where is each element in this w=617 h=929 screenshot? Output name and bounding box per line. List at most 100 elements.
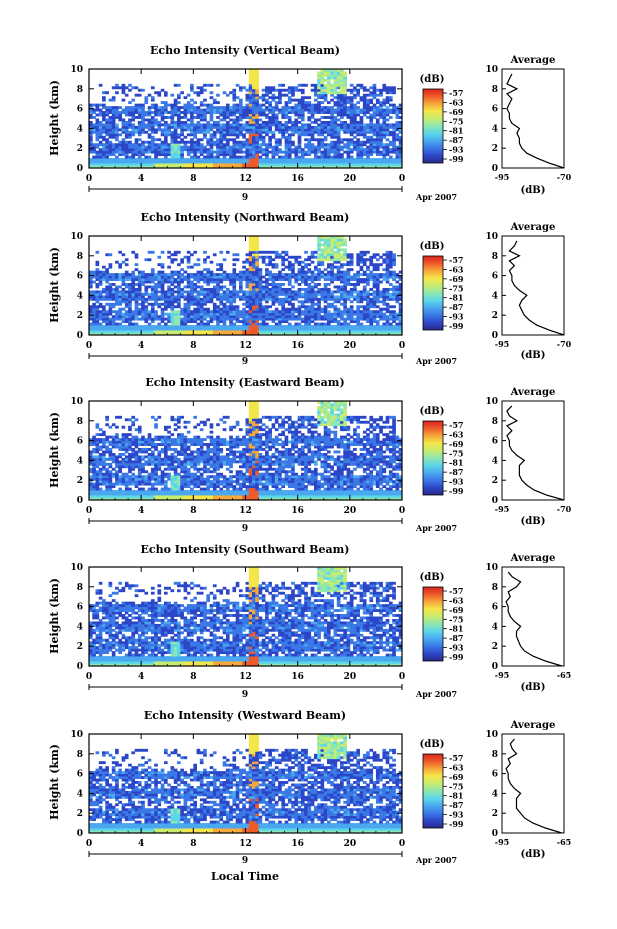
heatmap-cell bbox=[346, 312, 351, 316]
heatmap-cell bbox=[327, 265, 331, 269]
heatmap-cell bbox=[366, 155, 370, 159]
heatmap-cell bbox=[222, 330, 227, 333]
heatmap-cell bbox=[173, 250, 178, 254]
heatmap-cell bbox=[398, 108, 403, 112]
heatmap-cell bbox=[330, 297, 334, 301]
heatmap-cell bbox=[118, 290, 122, 294]
month-label: Apr 2007 bbox=[415, 192, 457, 202]
heatmap-cell bbox=[115, 325, 119, 328]
heatmap-cell bbox=[160, 285, 165, 289]
heatmap-cell bbox=[304, 101, 308, 105]
heatmap-cell bbox=[356, 320, 361, 324]
heatmap-cell bbox=[252, 263, 256, 267]
heatmap-cell bbox=[131, 143, 136, 147]
heatmap-cell bbox=[388, 108, 393, 112]
heatmap-cell bbox=[163, 327, 168, 331]
heatmap-cell bbox=[297, 278, 302, 281]
heatmap-cell bbox=[102, 278, 106, 281]
heatmap-cell bbox=[229, 315, 233, 319]
heatmap-cell bbox=[238, 320, 243, 324]
heatmap-cell bbox=[379, 263, 383, 267]
heatmap-cell bbox=[150, 315, 155, 319]
heatmap-cell bbox=[183, 320, 188, 324]
heatmap-cell bbox=[359, 118, 364, 122]
heatmap-cell bbox=[284, 290, 289, 294]
heatmap-cell bbox=[330, 290, 334, 294]
heatmap-cell bbox=[307, 275, 312, 279]
heatmap-cell bbox=[170, 253, 175, 257]
heatmap-cell bbox=[310, 300, 315, 304]
heatmap-cell bbox=[134, 290, 139, 294]
heatmap-cell bbox=[180, 138, 184, 142]
heatmap-cell bbox=[150, 163, 155, 166]
heatmap-cell bbox=[186, 250, 191, 254]
heatmap-cell bbox=[353, 125, 357, 129]
heatmap-cell bbox=[248, 305, 253, 309]
heatmap-cell bbox=[343, 263, 347, 267]
heatmap-cell bbox=[206, 155, 211, 159]
heatmap-cell bbox=[173, 290, 178, 294]
heatmap-cell bbox=[362, 305, 367, 309]
heatmap-cell bbox=[209, 133, 214, 137]
heatmap-cell bbox=[258, 108, 263, 112]
heatmap-cell bbox=[89, 295, 93, 299]
heatmap-cell bbox=[150, 302, 155, 306]
heatmap-cell bbox=[193, 302, 197, 306]
heatmap-cell bbox=[131, 317, 136, 321]
heatmap-cell bbox=[160, 287, 165, 291]
heatmap-cell bbox=[369, 101, 374, 105]
heatmap-cell bbox=[225, 125, 230, 129]
heatmap-cell bbox=[154, 138, 158, 142]
heatmap-cell bbox=[284, 93, 289, 97]
heatmap-cell bbox=[304, 163, 308, 166]
heatmap-cell bbox=[336, 260, 341, 264]
heatmap-cell bbox=[320, 145, 325, 149]
heatmap-cell bbox=[333, 140, 338, 144]
heatmap-cell bbox=[255, 315, 259, 319]
heatmap-cell bbox=[108, 265, 113, 269]
heatmap-cell bbox=[222, 258, 227, 262]
heatmap-cell bbox=[245, 268, 250, 272]
heatmap-cell bbox=[271, 155, 276, 159]
heatmap-cell bbox=[183, 135, 188, 139]
heatmap-cell bbox=[141, 145, 145, 149]
heatmap-cell bbox=[203, 123, 207, 127]
heatmap-cell bbox=[333, 253, 338, 257]
heatmap-cell bbox=[183, 275, 188, 279]
heatmap-cell bbox=[206, 83, 211, 87]
heatmap-cell bbox=[327, 273, 331, 277]
heatmap-cell bbox=[154, 128, 158, 132]
heatmap-cell bbox=[284, 295, 289, 299]
heatmap-cell bbox=[190, 320, 194, 324]
heatmap-cell bbox=[398, 125, 403, 129]
heatmap-cell bbox=[102, 273, 106, 277]
heatmap-cell bbox=[252, 305, 256, 309]
heatmap-cell bbox=[121, 315, 126, 319]
heatmap-cell bbox=[154, 283, 158, 286]
heatmap-cell bbox=[180, 307, 184, 311]
heatmap-cell bbox=[170, 302, 175, 306]
heatmap-cell bbox=[147, 285, 152, 289]
heatmap-cell bbox=[98, 163, 103, 166]
heatmap-cell bbox=[193, 143, 197, 147]
heatmap-cell bbox=[115, 287, 119, 291]
profile-x-tick-label: -70 bbox=[557, 172, 572, 182]
heatmap-cell bbox=[229, 165, 233, 169]
heatmap-cell bbox=[203, 103, 207, 107]
heatmap-cell bbox=[105, 315, 109, 319]
heatmap-cell bbox=[261, 255, 266, 259]
heatmap-cell bbox=[349, 118, 354, 122]
heatmap-cell bbox=[278, 322, 282, 326]
heatmap-cell bbox=[196, 317, 201, 321]
heatmap-cell bbox=[193, 300, 197, 304]
heatmap-cell bbox=[340, 285, 344, 289]
heatmap-cell bbox=[219, 307, 224, 311]
heatmap-cell bbox=[134, 103, 139, 107]
heatmap-cell bbox=[274, 278, 279, 281]
heatmap-cell bbox=[196, 332, 201, 336]
heatmap-cell bbox=[252, 118, 256, 122]
heatmap-cell bbox=[150, 325, 155, 328]
heatmap-cell bbox=[225, 307, 230, 311]
heatmap-cell bbox=[102, 128, 106, 132]
heatmap-cell bbox=[102, 106, 106, 110]
